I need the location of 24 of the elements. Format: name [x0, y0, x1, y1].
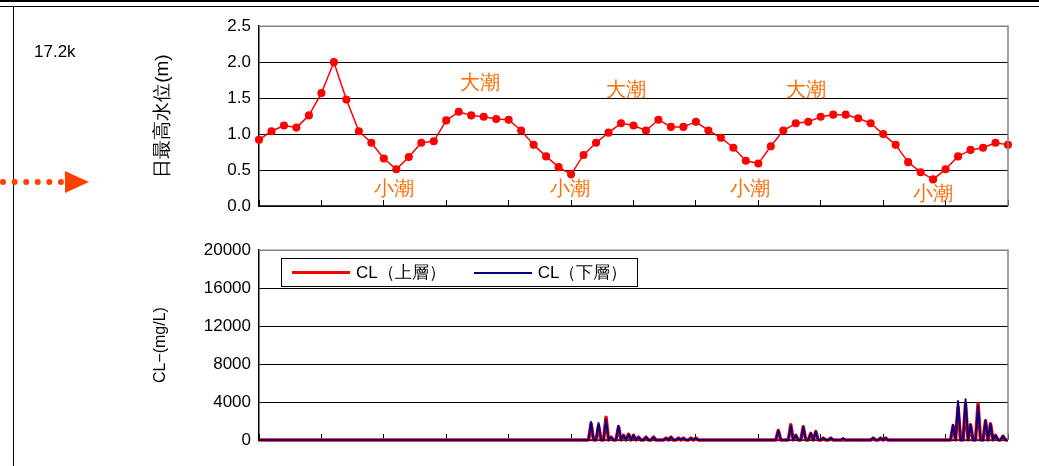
- y-tick-label: 0: [241, 429, 251, 449]
- annotation: 小潮: [729, 175, 770, 201]
- annotation: 小潮: [373, 175, 414, 201]
- annotation: 小潮: [549, 175, 590, 201]
- legend-label: CL（上層）: [356, 262, 446, 285]
- y-tick-label: 1.5: [227, 87, 251, 107]
- y-tick-label: 20000: [203, 239, 251, 259]
- annotation: 大潮: [785, 76, 826, 102]
- annotation: 大潮: [606, 76, 646, 102]
- y-tick-label: 1.0: [227, 123, 251, 143]
- annotation: 大潮: [459, 69, 500, 95]
- y-tick-label: 12000: [203, 315, 251, 335]
- y-axis-title: 日最高水位(m): [150, 54, 172, 178]
- y-tick-label: 0.5: [227, 159, 251, 179]
- y-tick-label: 8000: [213, 353, 251, 373]
- text: 17.2k: [34, 42, 76, 63]
- y-tick-label: 16000: [203, 277, 251, 297]
- y-tick-label: 0.0: [227, 195, 251, 215]
- annotation: 小潮: [913, 180, 954, 206]
- y-tick-label: 4000: [213, 391, 251, 411]
- legend-label: CL（下層）: [537, 262, 628, 285]
- y-tick-label: 2.0: [227, 51, 251, 71]
- y-axis-title: CL−(mg/L): [151, 307, 169, 384]
- y-tick-label: 2.5: [227, 15, 251, 35]
